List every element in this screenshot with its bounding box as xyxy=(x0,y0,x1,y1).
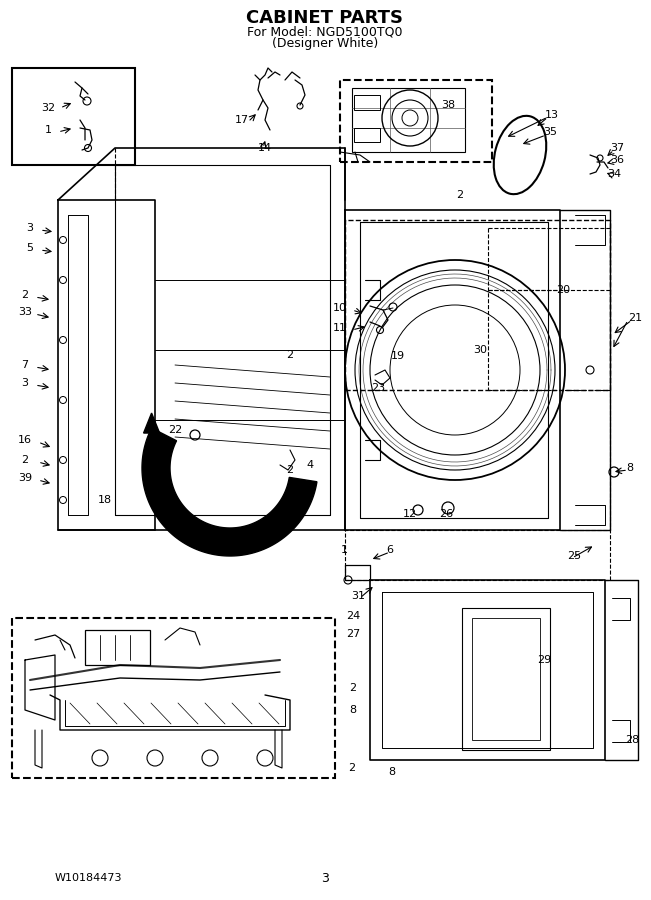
Text: 2: 2 xyxy=(350,683,357,693)
Text: 37: 37 xyxy=(610,143,624,153)
Text: 3: 3 xyxy=(27,223,33,233)
Text: W10184473: W10184473 xyxy=(55,873,122,883)
Text: 8: 8 xyxy=(389,767,396,777)
Text: 28: 28 xyxy=(625,735,639,745)
Bar xyxy=(345,530,610,580)
Text: 10: 10 xyxy=(333,303,347,313)
Text: 25: 25 xyxy=(567,551,581,561)
Text: 38: 38 xyxy=(441,100,455,110)
Text: 12: 12 xyxy=(403,509,417,519)
Text: 7: 7 xyxy=(21,360,29,370)
Text: 2: 2 xyxy=(348,763,355,773)
Text: 19: 19 xyxy=(391,351,405,361)
Bar xyxy=(354,95,380,110)
Text: 14: 14 xyxy=(258,143,272,153)
Text: 2: 2 xyxy=(21,455,29,465)
Bar xyxy=(472,618,540,740)
Text: 15: 15 xyxy=(288,501,302,511)
Text: 26: 26 xyxy=(439,509,453,519)
Text: 34: 34 xyxy=(607,169,621,179)
Text: 39: 39 xyxy=(18,473,32,483)
Text: 4: 4 xyxy=(307,460,314,470)
Text: 30: 30 xyxy=(473,345,487,355)
Text: 36: 36 xyxy=(610,155,624,165)
Text: 3: 3 xyxy=(21,378,29,388)
Text: 5: 5 xyxy=(27,243,33,253)
Text: 18: 18 xyxy=(98,495,112,505)
Bar xyxy=(345,220,610,390)
Text: 20: 20 xyxy=(556,285,570,295)
Text: 32: 32 xyxy=(41,103,55,113)
Text: 31: 31 xyxy=(351,591,365,601)
Text: 27: 27 xyxy=(346,629,360,639)
Bar xyxy=(12,68,135,165)
Text: CABINET PARTS: CABINET PARTS xyxy=(247,9,404,27)
Bar xyxy=(462,608,550,750)
Text: For Model: NGD5100TQ0: For Model: NGD5100TQ0 xyxy=(247,25,403,39)
Text: 8: 8 xyxy=(350,705,357,715)
Text: 2: 2 xyxy=(21,290,29,300)
Text: 11: 11 xyxy=(333,323,347,333)
Text: 35: 35 xyxy=(543,127,557,137)
Text: 29: 29 xyxy=(537,655,551,665)
Text: 1: 1 xyxy=(44,125,51,135)
Text: 9: 9 xyxy=(152,500,159,510)
Bar xyxy=(354,128,380,142)
Text: 24: 24 xyxy=(346,611,360,621)
Text: 23: 23 xyxy=(371,383,385,393)
Text: (Designer White): (Designer White) xyxy=(272,38,378,50)
Polygon shape xyxy=(144,413,159,433)
Bar xyxy=(352,88,465,152)
Text: 17: 17 xyxy=(235,115,249,125)
Text: 2: 2 xyxy=(286,350,294,360)
Text: 3: 3 xyxy=(321,871,329,885)
Text: 2: 2 xyxy=(286,465,294,475)
Text: 33: 33 xyxy=(18,307,32,317)
Text: 21: 21 xyxy=(628,313,642,323)
Text: 22: 22 xyxy=(168,425,182,435)
Text: 2: 2 xyxy=(456,190,464,200)
Text: 1: 1 xyxy=(340,545,348,555)
Bar xyxy=(12,618,335,778)
Text: 8: 8 xyxy=(626,463,633,473)
Text: 13: 13 xyxy=(545,110,559,120)
Bar xyxy=(340,80,492,162)
Bar xyxy=(85,630,150,665)
Text: 16: 16 xyxy=(18,435,32,445)
Polygon shape xyxy=(142,428,317,556)
Text: 6: 6 xyxy=(387,545,393,555)
